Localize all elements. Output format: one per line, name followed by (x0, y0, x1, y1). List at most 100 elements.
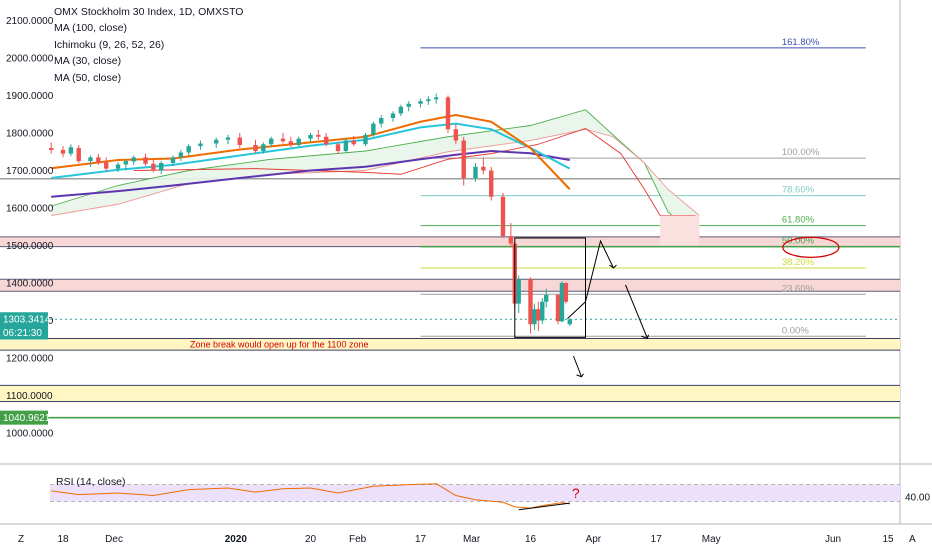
x-tick-8: Apr (586, 534, 602, 545)
x-tick-2: 2020 (225, 534, 248, 545)
arrow-up-head (609, 264, 617, 269)
y-tick-4: 1700.0000 (6, 166, 54, 177)
candle-body-35 (390, 113, 396, 118)
candle-body-10 (143, 157, 148, 164)
price-tag-2: 1040.9621 (3, 413, 51, 424)
candle-body-18 (225, 137, 231, 140)
rsi-line (51, 483, 570, 509)
rsi-band (50, 484, 900, 502)
zone-yellow-2 (0, 338, 900, 351)
candle-body-1 (60, 149, 66, 154)
x-tick-12: 15 (882, 534, 894, 545)
candle-body-40 (434, 97, 439, 100)
candle-body-52 (532, 309, 537, 325)
candle-body-22 (269, 138, 274, 145)
candle-body-53 (536, 309, 541, 321)
candle-body-29 (335, 144, 341, 151)
fib-label-0: 161.80% (782, 37, 820, 48)
x-tick-0: 18 (57, 534, 69, 545)
candle-body-39 (426, 99, 431, 102)
candle-body-47 (500, 196, 506, 237)
candle-body-19 (237, 137, 242, 145)
chart-title[interactable]: OMX Stockholm 30 Index, 1D, OMXSTO (54, 6, 244, 18)
candle-body-2 (68, 147, 74, 154)
candle-body-25 (296, 138, 301, 145)
x-tick-3: 20 (305, 534, 317, 545)
candle-body-11 (151, 163, 156, 171)
y-tick-1: 2000.0000 (6, 54, 54, 65)
annotation-box (514, 237, 586, 338)
y-tick-3: 1800.0000 (6, 129, 54, 140)
candle-body-55 (544, 295, 549, 302)
candle-body-41 (445, 97, 451, 130)
arrow-down-2-head (576, 373, 584, 378)
candle-body-34 (379, 118, 384, 124)
auto-scale-button: A (909, 534, 916, 545)
y-tick-9: 1200.0000 (6, 354, 54, 365)
candle-body-58 (563, 283, 569, 302)
legend-ma50[interactable]: MA (50, close) (54, 71, 122, 84)
highlight-ellipse (782, 236, 840, 259)
candle-body-50 (516, 279, 521, 304)
candle-body-5 (96, 157, 101, 163)
candle-body-26 (308, 134, 313, 139)
rsi-legend[interactable]: RSI (14, close) (56, 476, 126, 488)
legend-ichimoku[interactable]: Ichimoku (9, 26, 52, 26) (54, 38, 165, 51)
candle-body-15 (186, 146, 191, 153)
price-tag-1: 06:21:30 (3, 328, 42, 339)
price-tag-0: 1303.3414 (3, 315, 51, 326)
candle-body-3 (76, 148, 81, 162)
candle-body-30 (343, 140, 349, 151)
candle-body-28 (324, 136, 329, 145)
chart-legend: OMX Stockholm 30 Index, 1D, OMXSTO MA (1… (54, 4, 243, 86)
arrow-down-1 (625, 284, 648, 339)
candle-body-14 (178, 152, 184, 158)
x-tick-10: May (702, 534, 721, 545)
candle-body-17 (214, 139, 219, 144)
legend-ma100[interactable]: MA (100, close) (54, 22, 127, 35)
candle-body-13 (170, 157, 176, 163)
x-tick-5: 17 (415, 534, 427, 545)
price-tag-bg-0 (0, 312, 48, 327)
ma100-line (51, 149, 570, 198)
fib-label-3: 61.80% (782, 215, 815, 226)
x-tick-6: Mar (463, 534, 481, 545)
y-tick-0: 2100.0000 (6, 16, 54, 27)
y-tick-10: 1100.0000 (6, 391, 53, 402)
fib-label-7: 0.00% (782, 325, 809, 336)
candle-body-43 (461, 140, 466, 178)
z-button: Z (18, 534, 24, 545)
candle-body-42 (453, 129, 459, 141)
candle-body-0 (49, 148, 54, 150)
candle-body-32 (363, 134, 368, 145)
candle-body-36 (398, 106, 404, 114)
rsi-question-mark: ? (572, 485, 580, 501)
ichimoku-span-b (51, 128, 700, 216)
candle-body-24 (288, 141, 294, 145)
candle-body-48 (508, 236, 514, 244)
fib-label-6: 23.60% (782, 283, 815, 294)
arrow-down-1-head (641, 334, 649, 340)
rsi-divergence-line (518, 502, 570, 511)
candle-body-9 (131, 157, 136, 162)
candle-body-31 (351, 140, 356, 145)
candle-body-4 (88, 157, 93, 162)
candle-body-57 (559, 283, 565, 322)
candle-body-8 (123, 161, 129, 165)
candle-body-27 (316, 134, 321, 137)
fib-label-1: 100.00% (782, 147, 820, 158)
x-tick-9: 17 (651, 534, 663, 545)
candle-body-56 (555, 295, 561, 322)
rsi-right-tick: 40.00 (905, 493, 930, 504)
y-tick-2: 1900.0000 (6, 91, 54, 102)
candle-body-16 (198, 143, 203, 147)
arrow-up-path (567, 239, 614, 319)
candle-body-54 (540, 301, 545, 321)
x-tick-1: Dec (105, 534, 123, 545)
legend-ma30[interactable]: MA (30, close) (54, 55, 122, 68)
y-tick-11: 1000.0000 (6, 429, 54, 440)
zone-red-0 (0, 236, 900, 247)
